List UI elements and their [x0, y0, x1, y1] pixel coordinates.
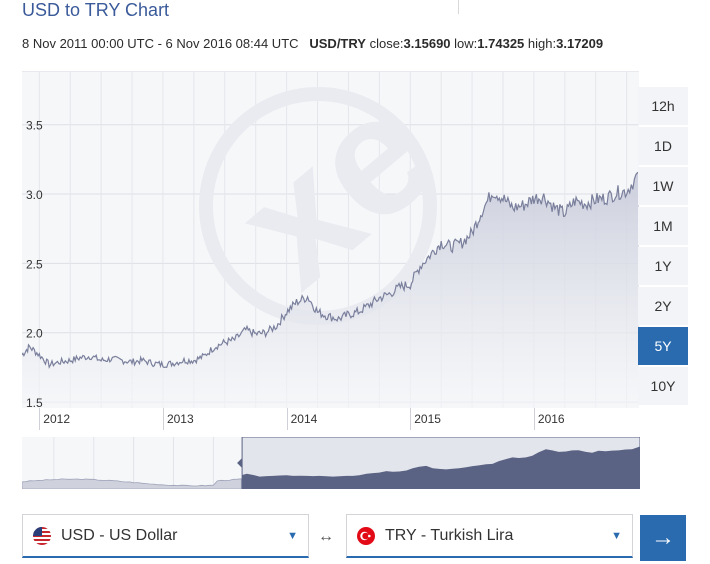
chevron-down-icon: ▼: [287, 529, 298, 542]
x-tick-label: 2013: [166, 412, 194, 426]
x-tick: [39, 408, 41, 430]
date-range: 8 Nov 2011 00:00 UTC - 6 Nov 2016 08:44 …: [22, 36, 299, 51]
navigator-history-area: [22, 478, 242, 489]
navigator-left-handle[interactable]: [237, 458, 243, 468]
range-navigator[interactable]: [22, 437, 640, 489]
x-axis: 2012 2013 2014 2015 2016: [22, 408, 639, 430]
period-button-2y[interactable]: 2Y: [638, 287, 688, 325]
main-chart[interactable]: xe 1.5 2.0 2.5 3.0 3.5: [22, 71, 639, 409]
period-button-1m[interactable]: 1M: [638, 207, 688, 245]
x-tick-label: 2012: [43, 412, 70, 426]
page-title: USD to TRY Chart: [22, 0, 170, 20]
period-button-1y[interactable]: 1Y: [638, 247, 688, 285]
chevron-down-icon: ▼: [611, 529, 622, 542]
y-tick-label: 3.0: [26, 188, 43, 202]
x-tick-label: 2016: [537, 412, 565, 426]
from-currency-label: USD - US Dollar: [61, 526, 178, 544]
x-tick: [286, 408, 288, 430]
low-label: low:: [454, 36, 478, 51]
high-label: high:: [527, 36, 557, 51]
y-tick-label: 2.0: [26, 327, 43, 341]
chart-summary: 8 Nov 2011 00:00 UTC - 6 Nov 2016 08:44 …: [22, 36, 603, 51]
low-value: 1.74325: [477, 36, 525, 51]
tr-flag-icon: [357, 526, 375, 545]
convert-arrow-button[interactable]: →: [640, 515, 686, 561]
to-currency-select[interactable]: TRY - Turkish Lira ▼: [346, 514, 633, 558]
period-button-12h[interactable]: 12h: [638, 87, 688, 125]
from-currency-select[interactable]: USD - US Dollar ▼: [22, 514, 309, 558]
x-tick-label: 2015: [414, 412, 441, 426]
navigator-canvas[interactable]: [22, 437, 640, 489]
navigator-selected-area: [242, 446, 640, 489]
period-button-5y[interactable]: 5Y: [638, 327, 688, 365]
y-tick-label: 1.5: [26, 396, 43, 409]
y-tick-label: 3.5: [26, 119, 43, 133]
series-area: [22, 172, 639, 409]
swap-icon[interactable]: ↔: [318, 528, 334, 545]
close-label: close:: [369, 36, 404, 51]
series-line: [22, 171, 639, 370]
currency-pair: USD/TRY: [309, 36, 366, 51]
period-button-1d[interactable]: 1D: [638, 127, 688, 165]
close-value: 3.15690: [403, 36, 451, 51]
period-selector: 12h 1D 1W 1M 1Y 2Y 5Y 10Y: [638, 87, 688, 407]
period-button-1w[interactable]: 1W: [638, 167, 688, 205]
x-tick: [162, 408, 164, 430]
chart-canvas[interactable]: xe 1.52.02.53.03.5: [22, 72, 639, 409]
x-tick: [533, 408, 535, 430]
period-button-10y[interactable]: 10Y: [638, 367, 688, 405]
y-tick-label: 2.5: [26, 257, 43, 271]
x-tick: [410, 408, 412, 430]
high-value: 3.17209: [556, 36, 604, 51]
divider: [458, 0, 459, 14]
us-flag-icon: [33, 526, 51, 545]
to-currency-label: TRY - Turkish Lira: [385, 526, 514, 544]
x-tick-label: 2014: [290, 412, 318, 426]
